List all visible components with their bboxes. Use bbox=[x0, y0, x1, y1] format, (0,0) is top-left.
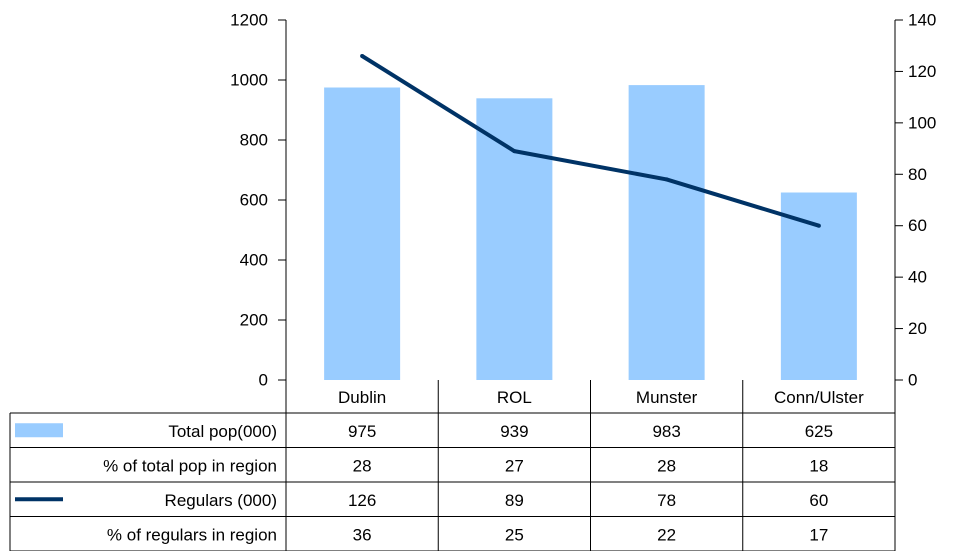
axes: 0 200 400 600 800 1000 1200 0 20 40 60 80 100 120 140 bbox=[230, 11, 936, 390]
table-cell: 22 bbox=[657, 525, 676, 544]
x-category-label: Dublin bbox=[338, 388, 386, 407]
y-left-tick-label: 400 bbox=[240, 251, 268, 270]
bar-munster bbox=[628, 85, 705, 380]
x-category-label: ROL bbox=[497, 388, 532, 407]
line-series bbox=[360, 54, 821, 228]
bar-series bbox=[324, 85, 857, 381]
y-left-tick-label: 800 bbox=[240, 131, 268, 150]
y-right-tick-label: 40 bbox=[908, 268, 927, 287]
legend-bar-swatch bbox=[15, 423, 63, 438]
y-right-tick-label: 80 bbox=[908, 165, 927, 184]
bar-rol bbox=[476, 98, 553, 381]
regulars-point bbox=[816, 223, 821, 228]
y-right-tick-label: 100 bbox=[908, 113, 936, 132]
x-category-label: Conn/Ulster bbox=[774, 388, 864, 407]
table-row-label: Total pop(000) bbox=[168, 422, 277, 441]
y-right-tick-label: 60 bbox=[908, 216, 927, 235]
regulars-point bbox=[664, 177, 669, 182]
data-table: Dublin ROL Munster Conn/Ulster Total pop(000… bbox=[9, 380, 896, 551]
bar-conn-ulster bbox=[780, 192, 857, 380]
regulars-point bbox=[512, 149, 517, 154]
y-right-tick-label: 140 bbox=[908, 11, 936, 30]
table-cell: 939 bbox=[500, 422, 528, 441]
table-row-label: % of total pop in region bbox=[103, 456, 277, 475]
table-cell: 89 bbox=[505, 491, 524, 510]
table-row-label: Regulars (000) bbox=[165, 491, 277, 510]
y-right-tick-label: 0 bbox=[908, 371, 917, 390]
y-right-tick-label: 20 bbox=[908, 319, 927, 338]
regulars-line bbox=[361, 54, 820, 228]
table-cell: 28 bbox=[353, 456, 372, 475]
y-left-tick-label: 200 bbox=[240, 311, 268, 330]
table-cell: 78 bbox=[657, 491, 676, 510]
table-cell: 975 bbox=[348, 422, 376, 441]
y-left-tick-label: 600 bbox=[240, 191, 268, 210]
y-left-tick-label: 1000 bbox=[230, 71, 268, 90]
table-cell: 27 bbox=[505, 456, 524, 475]
table-cell: 36 bbox=[353, 525, 372, 544]
bar-dublin bbox=[324, 87, 401, 380]
table-row-label: % of regulars in region bbox=[107, 525, 277, 544]
table-cell: 625 bbox=[805, 422, 833, 441]
y-right-tick-label: 120 bbox=[908, 62, 936, 81]
table-cell: 983 bbox=[652, 422, 680, 441]
table-cell: 60 bbox=[809, 491, 828, 510]
table-cell: 28 bbox=[657, 456, 676, 475]
table-cell: 126 bbox=[348, 491, 376, 510]
y-left-tick-label: 1200 bbox=[230, 11, 268, 30]
table-cell: 18 bbox=[809, 456, 828, 475]
table-cell: 17 bbox=[809, 525, 828, 544]
table-cell: 25 bbox=[505, 525, 524, 544]
regulars-point bbox=[360, 54, 365, 58]
x-category-label: Munster bbox=[636, 388, 698, 407]
y-left-tick-label: 0 bbox=[259, 371, 268, 390]
